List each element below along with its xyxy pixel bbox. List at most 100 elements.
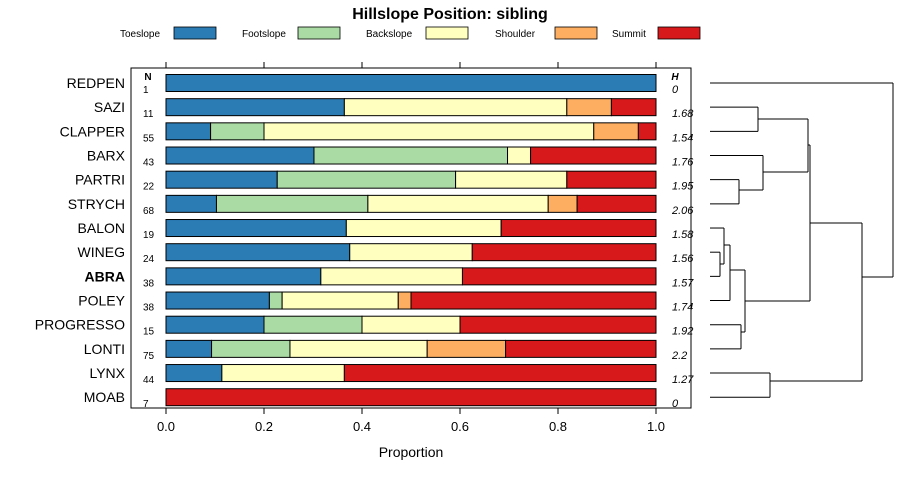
x-axis-title: Proportion <box>379 444 444 460</box>
h-value-barx: 1.76 <box>672 157 694 169</box>
n-value-balon: 19 <box>143 230 155 241</box>
bar-moab-summit <box>165 388 657 407</box>
legend: Toeslope Footslope Backslope Shoulder Summit <box>120 26 701 40</box>
row-label-sazi: SAZI <box>94 99 125 115</box>
bar-sazi-summit <box>610 98 657 117</box>
x-tick-label-0-6: 0.6 <box>451 419 469 434</box>
chart-title: Hillslope Position: sibling <box>352 6 548 23</box>
x-tick-label-0-2: 0.2 <box>255 419 273 434</box>
h-value-redpen: 0 <box>672 84 679 96</box>
bar-row-partri <box>165 170 657 189</box>
bars <box>165 74 657 407</box>
h-value-wineg: 1.56 <box>672 253 694 265</box>
bar-row-barx <box>165 146 657 165</box>
bar-poley-summit <box>410 291 657 310</box>
n-value-sazi: 11 <box>143 109 154 120</box>
bar-lynx-toeslope <box>165 364 223 383</box>
row-label-wineg: WINEG <box>78 244 125 260</box>
legend-label-footslope: Footslope <box>242 29 286 40</box>
n-header: N <box>144 72 151 83</box>
bar-row-moab <box>165 388 657 407</box>
legend-swatch-backslope <box>425 26 469 40</box>
h-value-lynx: 1.27 <box>672 374 694 386</box>
bar-row-lynx <box>165 364 657 383</box>
bar-strych-summit <box>576 194 657 213</box>
h-value-poley: 1.74 <box>672 302 693 314</box>
row-label-partri: PARTRI <box>75 172 125 188</box>
x-tick-label-1-0: 1.0 <box>647 419 665 434</box>
bar-clapper-summit <box>637 122 657 141</box>
bar-lynx-summit <box>343 364 657 383</box>
h-value-partri: 1.95 <box>672 181 694 193</box>
bar-wineg-toeslope <box>165 243 351 262</box>
bar-progresso-summit <box>459 315 657 334</box>
bar-poley-footslope <box>268 291 283 310</box>
bar-barx-backslope <box>507 146 532 165</box>
bar-poley-shoulder <box>397 291 412 310</box>
bar-clapper-shoulder <box>593 122 639 141</box>
bar-row-wineg <box>165 243 657 262</box>
x-tick-label-0-0: 0.0 <box>157 419 175 434</box>
n-value-partri: 22 <box>143 182 155 193</box>
row-label-moab: MOAB <box>84 389 125 405</box>
bar-progresso-backslope <box>361 315 461 334</box>
h-value-strych: 2.06 <box>671 205 694 217</box>
legend-swatch-summit <box>657 26 701 40</box>
bar-partri-toeslope <box>165 170 278 189</box>
x-tick-label-0-8: 0.8 <box>549 419 567 434</box>
bar-clapper-backslope <box>263 122 595 141</box>
bar-strych-shoulder <box>547 194 578 213</box>
h-value-abra: 1.57 <box>672 277 694 289</box>
row-labels: REDPEN 1 0 SAZI 11 1.68 CLAPPER 55 1.54 BARX 43 1.7… <box>35 75 695 410</box>
bar-row-balon <box>165 219 657 238</box>
n-value-poley: 38 <box>143 303 155 314</box>
bar-row-lonti <box>165 339 657 358</box>
row-label-balon: BALON <box>78 220 125 236</box>
bar-abra-backslope <box>320 267 463 286</box>
bar-poley-backslope <box>281 291 399 310</box>
bar-barx-footslope <box>313 146 509 165</box>
bar-lynx-backslope <box>221 364 345 383</box>
h-value-sazi: 1.68 <box>672 108 694 120</box>
bar-abra-summit <box>461 267 657 286</box>
bar-wineg-summit <box>471 243 657 262</box>
legend-label-shoulder: Shoulder <box>495 29 536 40</box>
bar-lonti-toeslope <box>165 339 213 358</box>
bar-progresso-toeslope <box>165 315 265 334</box>
bar-lonti-summit <box>505 339 657 358</box>
n-value-clapper: 55 <box>143 133 155 144</box>
row-label-poley: POLEY <box>78 293 125 309</box>
bar-partri-summit <box>566 170 657 189</box>
top-axis-ticks <box>165 62 657 68</box>
bar-sazi-shoulder <box>566 98 612 117</box>
n-value-wineg: 24 <box>143 254 155 265</box>
h-value-clapper: 1.54 <box>672 132 693 144</box>
bar-partri-backslope <box>455 170 568 189</box>
bar-strych-toeslope <box>165 194 217 213</box>
bar-strych-footslope <box>215 194 369 213</box>
bar-progresso-footslope <box>263 315 363 334</box>
bar-barx-summit <box>530 146 657 165</box>
n-value-redpen: 1 <box>143 85 149 96</box>
row-label-abra: ABRA <box>85 268 125 284</box>
h-value-moab: 0 <box>672 398 679 410</box>
h-header: H <box>671 72 679 83</box>
row-label-lynx: LYNX <box>89 365 125 381</box>
bar-row-clapper <box>165 122 657 141</box>
n-value-barx: 43 <box>143 158 155 169</box>
x-axis: 0.0 0.2 0.4 0.6 0.8 1.0 <box>157 408 665 434</box>
row-label-lonti: LONTI <box>84 341 125 357</box>
bar-strych-backslope <box>367 194 549 213</box>
dendrogram <box>710 82 894 398</box>
h-value-progresso: 1.92 <box>672 326 693 338</box>
legend-swatch-toeslope <box>173 26 217 40</box>
row-label-clapper: CLAPPER <box>60 123 125 139</box>
bar-clapper-toeslope <box>165 122 212 141</box>
h-value-lonti: 2.2 <box>671 350 687 362</box>
row-label-barx: BARX <box>87 148 126 164</box>
n-value-lonti: 75 <box>143 351 155 362</box>
h-value-balon: 1.58 <box>672 229 694 241</box>
bar-row-strych <box>165 194 657 213</box>
bar-row-redpen <box>165 74 657 92</box>
